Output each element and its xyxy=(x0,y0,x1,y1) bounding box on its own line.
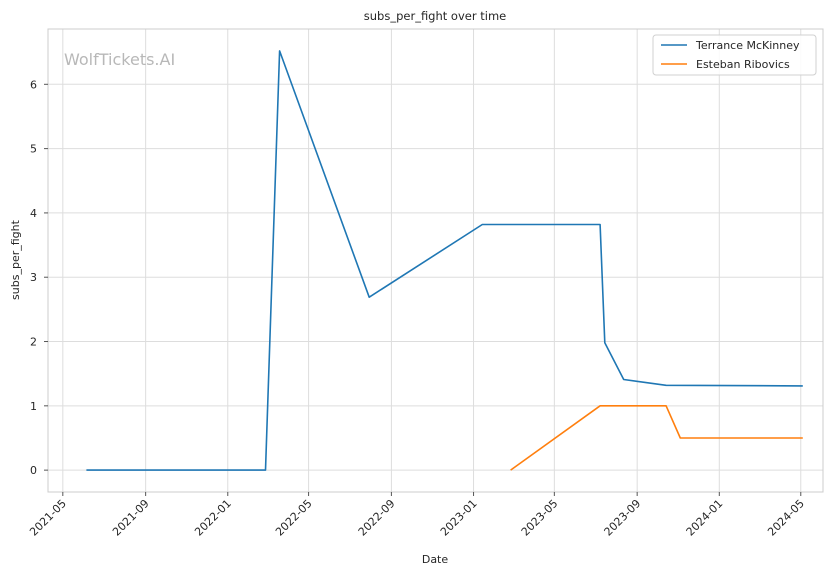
x-tick-label: 2022-05 xyxy=(273,497,315,539)
watermark: WolfTickets.AI xyxy=(64,50,175,69)
y-tick-label: 4 xyxy=(30,207,37,220)
plot-background xyxy=(48,29,823,492)
y-axis-title: subs_per_fight xyxy=(9,219,22,300)
y-tick-label: 3 xyxy=(30,271,37,284)
x-tick-label: 2023-05 xyxy=(519,497,561,539)
series-line-terrance-mckinney xyxy=(86,50,803,471)
y-tick-label: 5 xyxy=(30,143,37,156)
x-tick-label: 2023-09 xyxy=(602,497,644,539)
x-tick-label: 2022-09 xyxy=(356,497,398,539)
legend-box xyxy=(652,34,817,76)
x-axis-ticks: 2021-05 2021-09 2022-01 2022-05 2022-09 2023-… xyxy=(27,492,807,539)
plot-area: WolfTickets.AI xyxy=(47,28,824,493)
x-axis-title: Date xyxy=(422,553,449,566)
legend: Terrance McKinney Esteban Ribovics xyxy=(652,34,817,76)
plot-frame xyxy=(47,28,824,493)
legend-label: Terrance McKinney xyxy=(695,39,800,52)
series-line-esteban-ribovics xyxy=(510,405,803,471)
y-tick-label: 1 xyxy=(30,400,37,413)
x-tick-label: 2021-09 xyxy=(110,497,152,539)
series-layer xyxy=(86,50,803,471)
y-tick-label: 2 xyxy=(30,336,37,349)
y-tick-label: 6 xyxy=(30,78,37,91)
legend-label: Esteban Ribovics xyxy=(696,58,790,71)
x-tick-label: 2021-05 xyxy=(27,497,69,539)
y-axis-ticks: 0 1 2 3 4 5 6 xyxy=(30,78,48,477)
x-tick-label: 2023-01 xyxy=(438,497,480,539)
y-tick-label: 0 xyxy=(30,464,37,477)
chart-title: subs_per_fight over time xyxy=(364,9,506,23)
x-tick-label: 2024-05 xyxy=(765,497,807,539)
x-tick-label: 2022-01 xyxy=(192,497,234,539)
x-tick-label: 2024-01 xyxy=(684,497,726,539)
